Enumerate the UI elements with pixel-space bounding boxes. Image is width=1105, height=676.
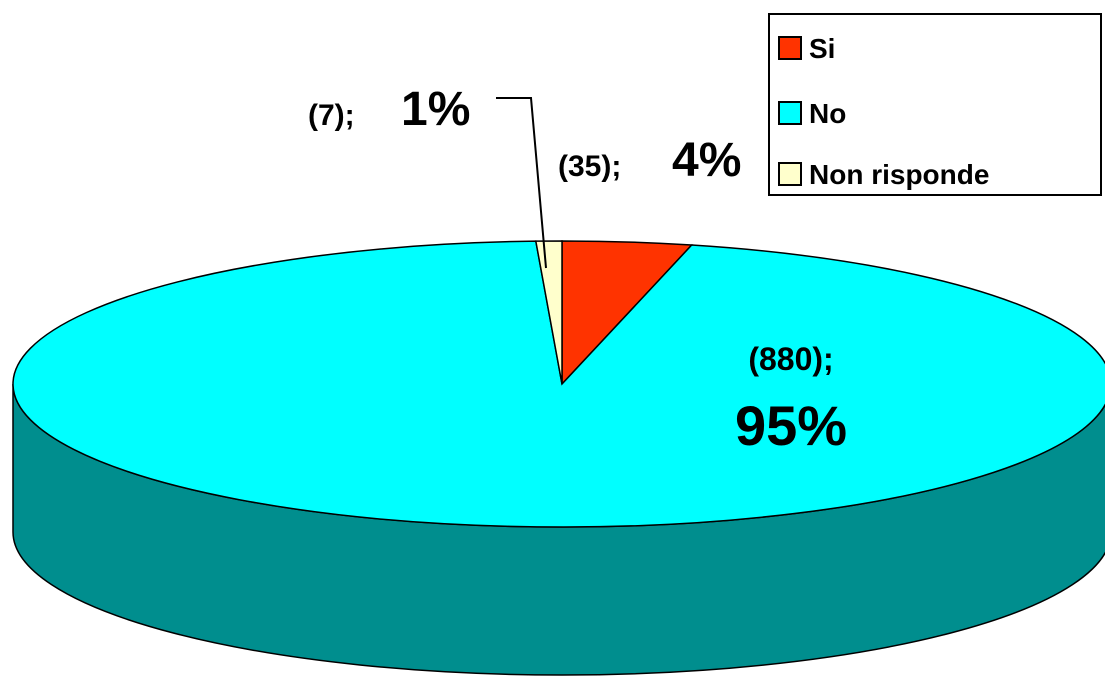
legend: Si No Non risponde (768, 13, 1102, 196)
leader-line-non-risponde (496, 97, 547, 269)
legend-label-no: No (809, 98, 846, 129)
data-label-si-count: (35); (558, 150, 621, 183)
legend-swatch-no (778, 101, 802, 125)
data-label-non-risponde-count: (7); (308, 99, 355, 132)
legend-label-si: Si (809, 33, 835, 64)
legend-item-non-risponde: Non risponde (778, 159, 989, 190)
data-label-non-risponde-percent: 1% (401, 83, 470, 136)
data-label-si: (35); 4% (558, 134, 741, 187)
data-label-non-risponde: (7); 1% (308, 83, 470, 136)
pie-slice-non-risponde (534, 240, 563, 385)
pie-slice-no (12, 240, 1105, 528)
legend-swatch-si (778, 36, 802, 60)
data-labels: (35); 4% (7); 1% (880); 95% (308, 83, 847, 457)
legend-item-no: No (778, 98, 846, 129)
legend-item-si: Si (778, 33, 835, 64)
legend-box (768, 13, 1102, 196)
data-label-si-percent: 4% (672, 134, 741, 187)
pie-group (12, 240, 1105, 676)
data-label-no: (880); 95% (735, 341, 847, 457)
data-label-no-percent: 95% (735, 394, 847, 457)
legend-swatch-non-risponde (778, 162, 802, 186)
legend-label-non-risponde: Non risponde (809, 159, 989, 190)
data-label-no-count: (880); (748, 341, 833, 377)
